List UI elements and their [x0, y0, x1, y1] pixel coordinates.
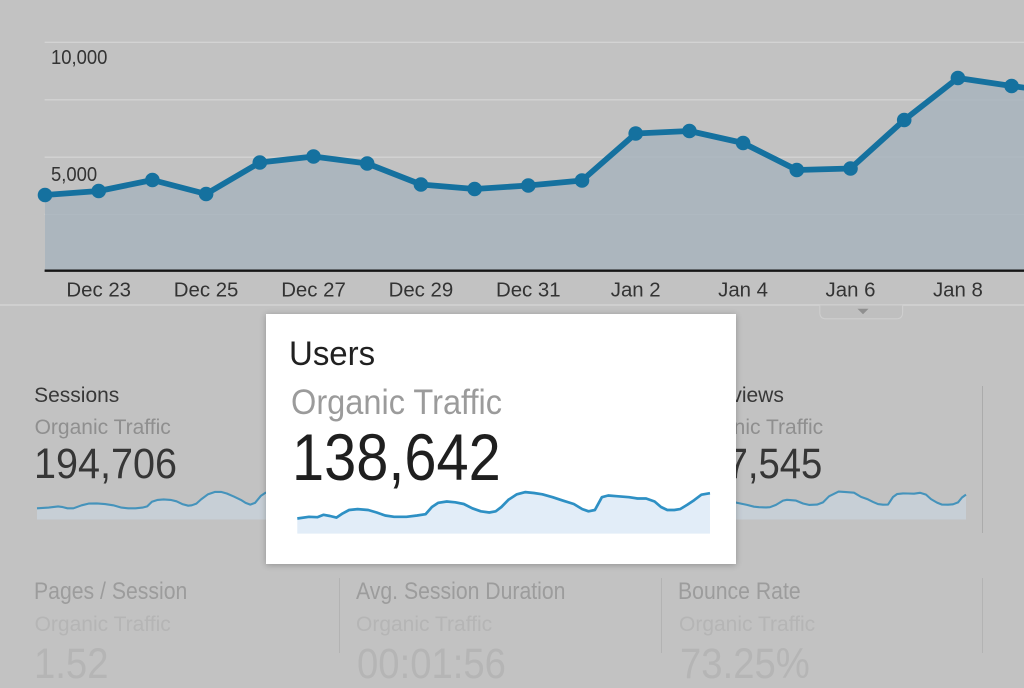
svg-text:Jan 6: Jan 6	[826, 279, 876, 301]
svg-text:10,000: 10,000	[51, 46, 108, 69]
svg-text:Dec 29: Dec 29	[389, 279, 454, 301]
svg-text:5,000: 5,000	[51, 163, 97, 186]
svg-text:Dec 27: Dec 27	[281, 279, 346, 301]
svg-text:Dec 25: Dec 25	[174, 279, 239, 301]
svg-text:Jan 4: Jan 4	[718, 279, 768, 301]
svg-text:Dec 31: Dec 31	[496, 279, 561, 301]
svg-text:Dec 23: Dec 23	[66, 279, 131, 301]
svg-text:Jan 2: Jan 2	[611, 279, 661, 301]
svg-text:Jan 8: Jan 8	[933, 279, 983, 301]
